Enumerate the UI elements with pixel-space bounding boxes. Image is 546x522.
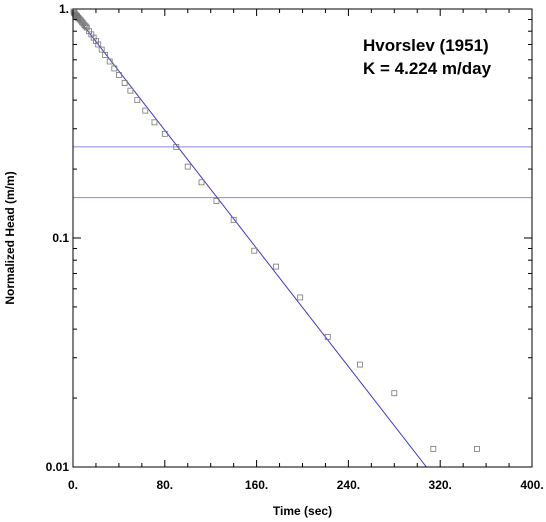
data-point [98,46,105,53]
data-point [213,198,220,204]
data-point [102,52,109,58]
data-point [356,361,363,368]
reference-lines [73,146,532,199]
x-axis-ticks: 0. 80. 160. 240. 320. 400. [68,9,544,492]
x-tick-label: 160. [245,478,268,492]
data-point [324,333,331,340]
data-point [95,41,102,48]
data-point [251,247,258,254]
data-point [121,80,128,86]
data-point [82,23,89,30]
data-point [161,130,168,137]
data-point [111,65,118,72]
data-point [116,72,122,78]
y-axis-ticks: 0.01 0.1 1. [46,2,532,474]
data-point [430,445,437,452]
y-tick-label: 1. [59,2,69,16]
data-point [106,58,113,65]
data-point [198,179,205,186]
conductivity-annotation: K = 4.224 m/day [363,59,492,78]
x-tick-label: 0. [68,478,78,492]
data-point [474,445,480,452]
data-point [173,143,180,150]
data-point [151,119,158,126]
data-point [127,87,134,94]
data-point [230,216,237,223]
x-tick-label: 400. [520,478,543,492]
data-point [297,294,304,301]
observed-points [70,8,480,452]
y-axis-label: Normalized Head (m/m) [3,171,17,304]
x-tick-label: 240. [337,478,360,492]
y-tick-label: 0.1 [52,231,69,245]
data-point [134,97,141,104]
x-tick-label: 320. [429,478,452,492]
method-annotation: Hvorslev (1951) [363,36,489,55]
y-tick-label: 0.01 [46,460,70,474]
x-tick-label: 80. [156,478,173,492]
data-point [273,263,280,270]
x-axis-label: Time (sec) [273,504,332,518]
data-point [184,163,191,170]
data-point [142,107,149,114]
data-point [391,390,398,397]
